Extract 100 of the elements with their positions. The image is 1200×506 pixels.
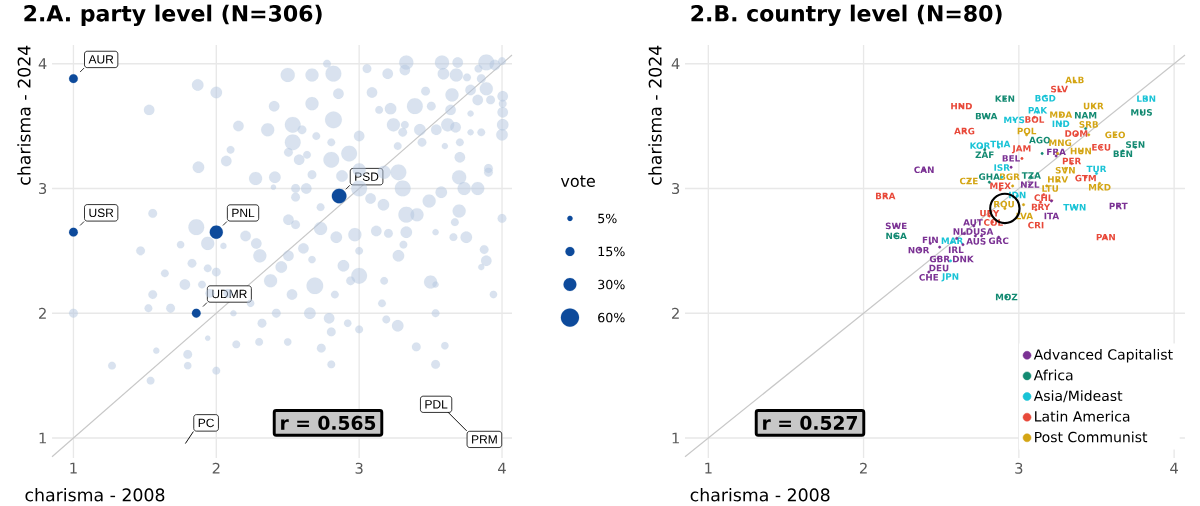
annotation: NOR: [908, 246, 930, 254]
chart-title: 2.A. party level (N=306): [24, 4, 322, 27]
annotation: BEN: [1113, 150, 1133, 158]
x-tick-label: 2: [212, 462, 220, 474]
annotation: KEN: [995, 95, 1015, 102]
annotation: BRA: [875, 192, 896, 200]
annotation: COL: [983, 219, 1003, 226]
annotation: IND: [1052, 120, 1070, 128]
annotation: SWE: [885, 222, 907, 230]
annotation: ZAF: [975, 151, 994, 159]
annotation: PDL: [425, 400, 448, 409]
annotation: POL: [1017, 127, 1037, 135]
point: [1040, 152, 1044, 156]
annotation: GTM: [1075, 174, 1096, 182]
annotation: CHE: [919, 274, 939, 281]
annotation: AUR: [88, 55, 114, 64]
annotation: ISR: [994, 164, 1010, 171]
annotation: SEN: [1126, 141, 1145, 148]
annotation: USA: [973, 228, 994, 235]
annotation: BWA: [975, 112, 998, 120]
x-tick-label: 1: [70, 462, 77, 474]
y-tick-label: 2: [672, 307, 679, 319]
annotation: DEU: [929, 264, 949, 272]
annotation: AGO: [1029, 136, 1051, 144]
annotation: AUT: [963, 219, 983, 226]
annotation: PRT: [1109, 202, 1128, 210]
point: [1020, 157, 1024, 161]
annotation: SLV: [1051, 85, 1068, 93]
legend-label: 60%: [598, 312, 625, 323]
annotation: JPN: [941, 273, 959, 282]
annotation: JAM: [1011, 145, 1031, 154]
annotation: UKR: [1083, 102, 1104, 110]
annotation: LBN: [1137, 95, 1156, 102]
annotation: TWN: [1063, 204, 1086, 211]
annotation: FIN: [922, 236, 938, 244]
annotation: GRC: [988, 237, 1009, 245]
annotation: BGD: [1035, 94, 1056, 102]
annotation: THA: [990, 140, 1011, 148]
legend-label: Advanced Capitalist: [1033, 349, 1173, 363]
annotation: MOZ: [995, 293, 1018, 301]
annotation: MKD: [1088, 184, 1111, 191]
x-tick-label: 2: [859, 462, 867, 474]
annotation: UDMR: [212, 289, 247, 299]
annotation: PC: [198, 418, 214, 428]
legend-label: Latin America: [1035, 410, 1130, 422]
x-axis-title: charisma - 2008: [25, 488, 165, 502]
y-tick-label: 4: [38, 58, 47, 70]
annotation: DOM: [1065, 130, 1088, 137]
y-tick-label: 4: [671, 58, 680, 70]
annotation: TZA: [1021, 172, 1041, 179]
x-tick-label: 1: [705, 462, 712, 474]
annotation: GEO: [1105, 131, 1126, 139]
legend-title: vote: [560, 175, 595, 188]
annotation: PAN: [1096, 233, 1115, 241]
y-tick-label: 3: [39, 182, 47, 195]
y-tick-label: 2: [39, 307, 46, 319]
annotation: CHL: [1034, 194, 1054, 202]
annotation: r = 0.527: [763, 415, 857, 430]
y-tick-label: 1: [672, 432, 679, 444]
annotation: r = 0.565: [281, 415, 376, 430]
x-tick-label: 3: [1015, 462, 1023, 474]
chart-title: 2.B. country level (N=80): [691, 4, 1002, 27]
annotation: PSD: [355, 172, 379, 181]
legend-label: Post Communist: [1035, 431, 1148, 443]
legend-label: 30%: [598, 279, 625, 290]
annotation: IRL: [948, 246, 964, 254]
annotation: GHA: [978, 173, 1000, 181]
annotation: MDA: [1050, 111, 1073, 118]
point: [938, 245, 942, 249]
x-axis-title: charisma - 2008: [690, 488, 830, 502]
annotation: MUS: [1131, 109, 1152, 116]
annotation: BOL: [1025, 116, 1045, 123]
annotation: CZE: [959, 177, 978, 185]
annotation: HUN: [1070, 147, 1092, 155]
x-tick-label: 4: [1170, 462, 1178, 474]
y-tick-label: 1: [39, 432, 46, 444]
legend-label: Asia/Mideast: [1033, 390, 1123, 403]
annotation: SRB: [1079, 121, 1099, 128]
annotation: BGR: [1000, 173, 1020, 181]
y-tick-label: 3: [672, 182, 680, 195]
annotation: MNG: [1049, 139, 1072, 147]
annotation: NGA: [886, 232, 907, 240]
annotation: CAN: [914, 166, 934, 174]
annotation: PAK: [1028, 107, 1048, 114]
annotation: MAR: [941, 237, 964, 244]
annotation: ARG: [954, 127, 975, 135]
y-axis-title: charisma - 2024: [17, 45, 31, 185]
annotation: MEX: [990, 182, 1011, 190]
annotation: ALB: [1065, 76, 1084, 84]
annotation: MYS: [1004, 116, 1025, 124]
annotation: HRV: [1048, 176, 1069, 183]
annotation: PRM: [472, 435, 497, 444]
annotation: NLD: [953, 228, 973, 235]
y-axis-title: charisma - 2024: [648, 45, 662, 185]
annotation: HND: [951, 102, 972, 110]
annotation: ITA: [1044, 212, 1060, 220]
annotation: PNL: [232, 208, 255, 218]
annotation: NZL: [1021, 181, 1040, 188]
point: [1022, 203, 1025, 207]
annotation: BEL: [1002, 155, 1020, 162]
